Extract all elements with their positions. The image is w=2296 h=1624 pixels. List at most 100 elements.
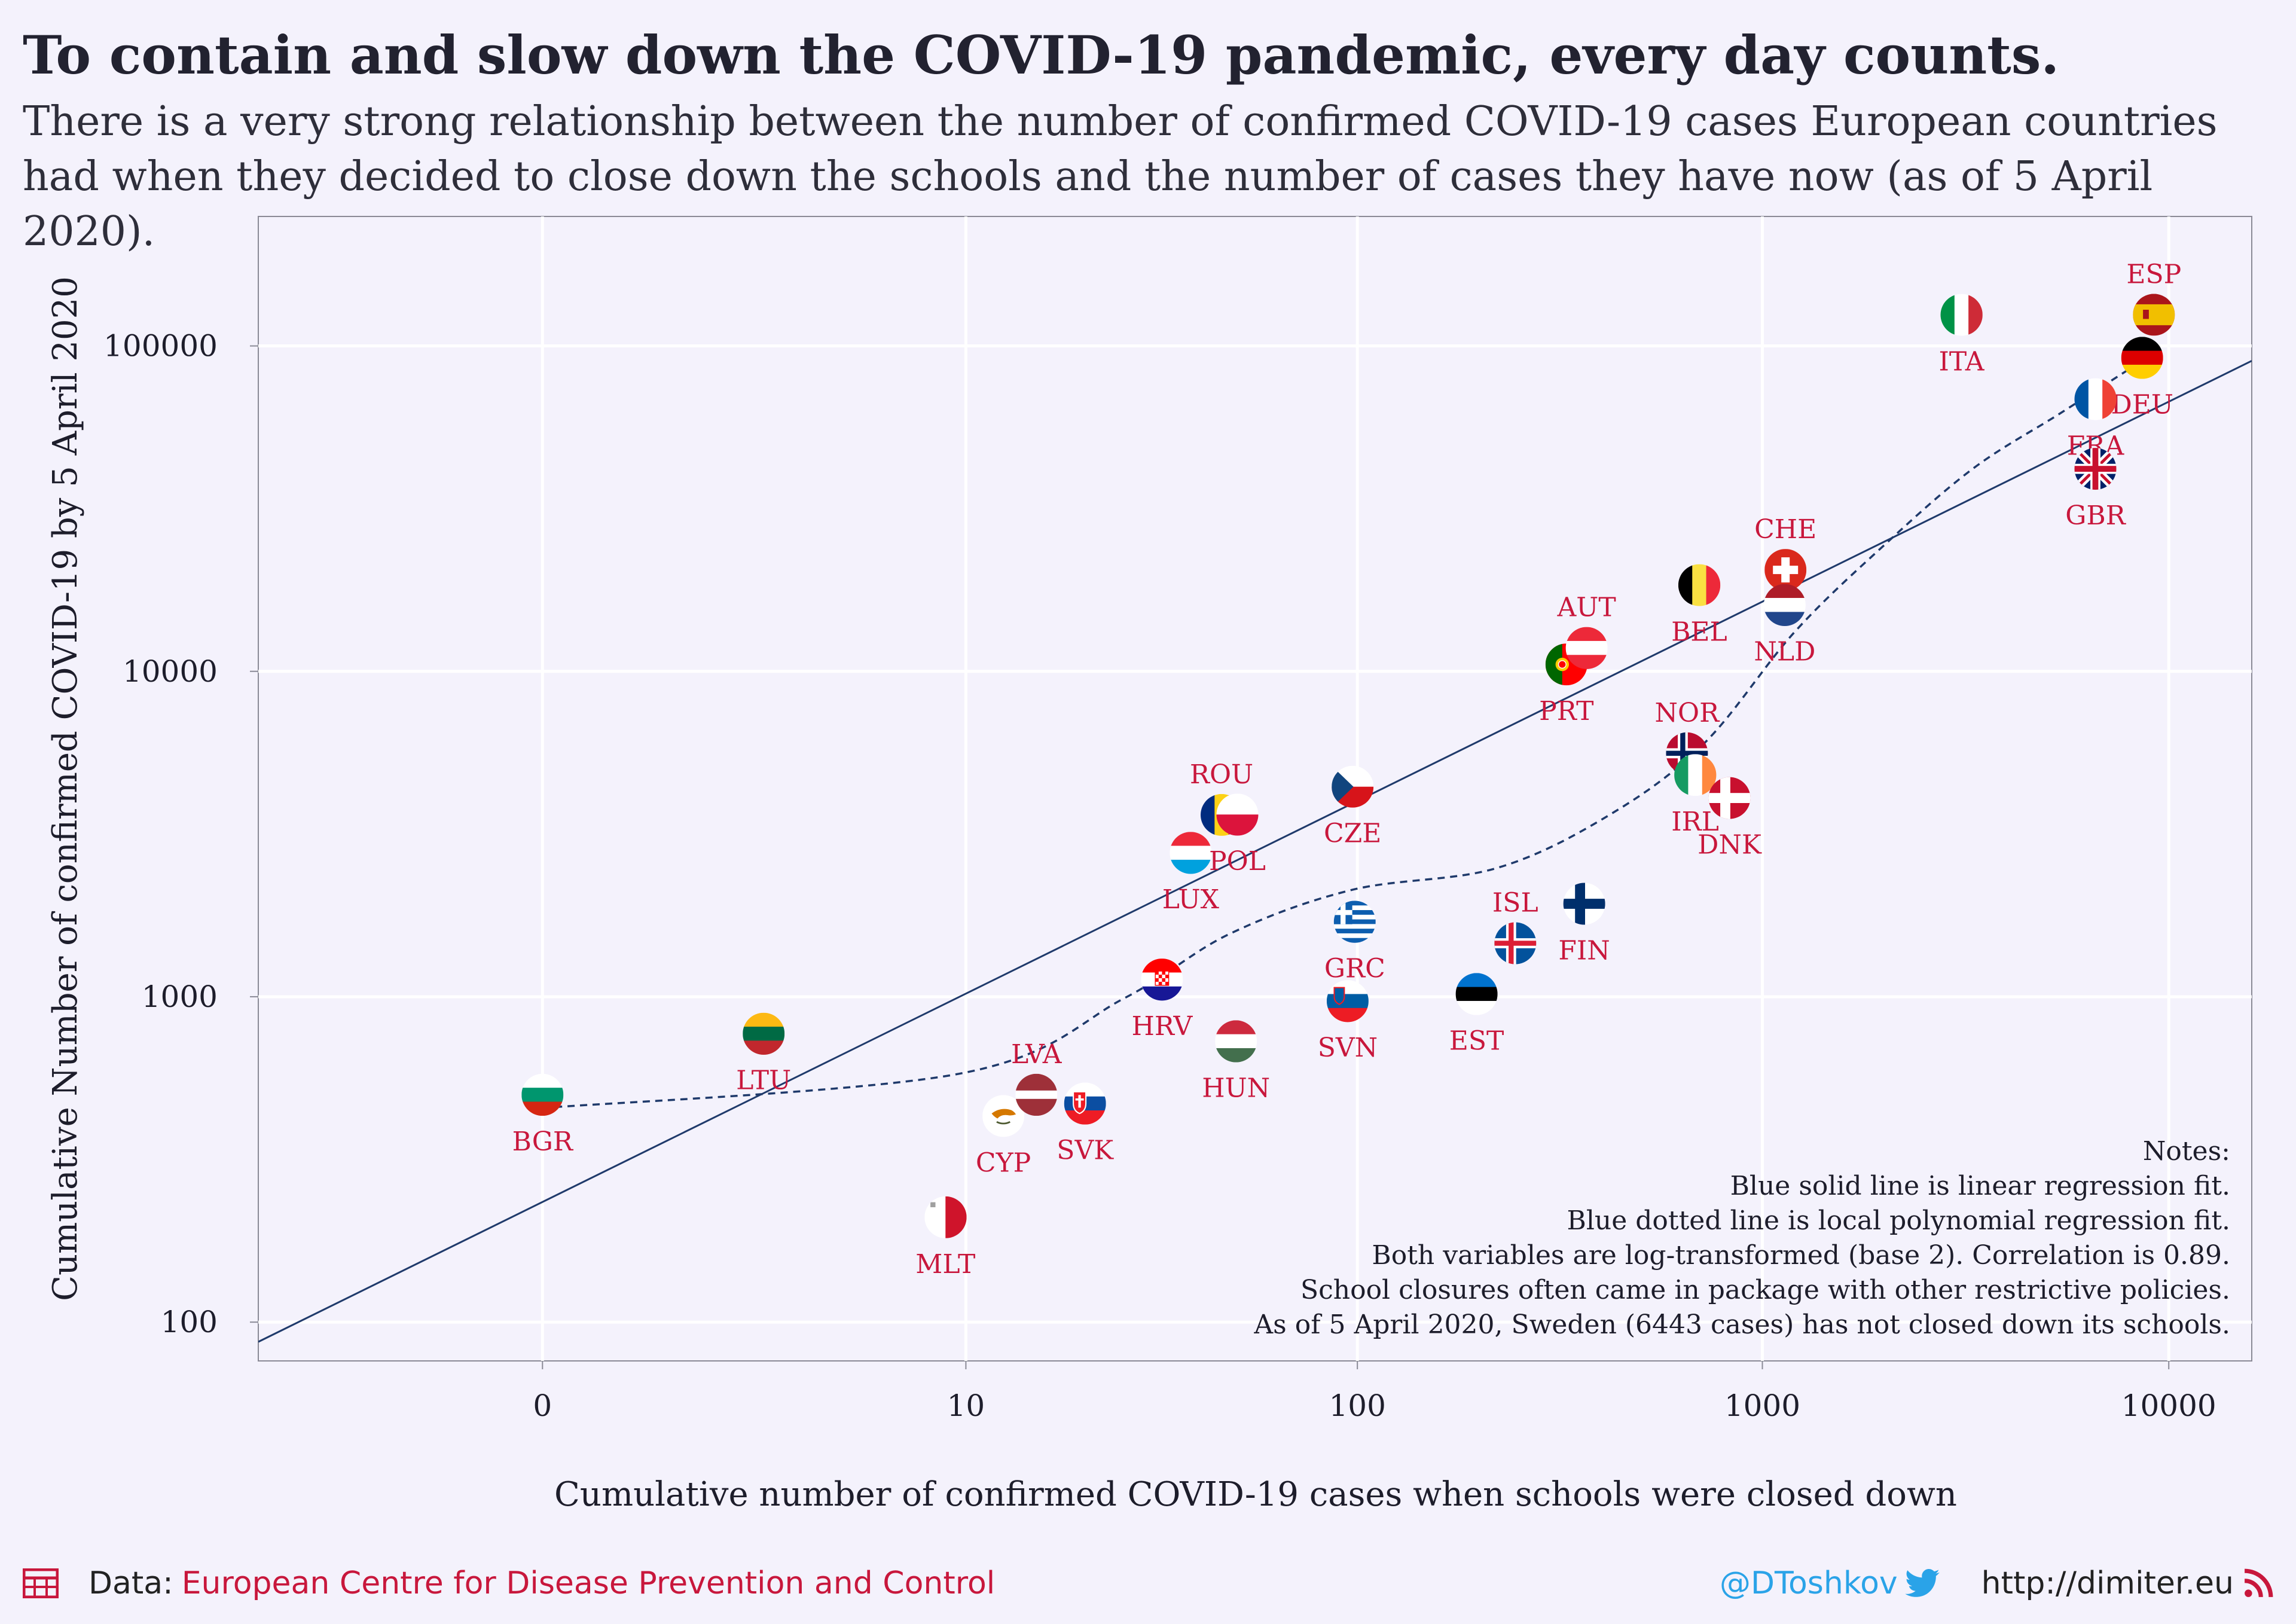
bgr-flag-icon [521, 1073, 564, 1116]
data-point-esp: ESP [2126, 259, 2181, 336]
table-icon [23, 1568, 59, 1598]
point-label: GRC [1324, 954, 1385, 984]
fit-lines [258, 360, 2252, 1343]
regression-fit-line [258, 360, 2252, 1343]
point-label: NOR [1655, 698, 1721, 728]
point-label: LVA [1011, 1039, 1062, 1070]
point-label: LUX [1162, 884, 1220, 915]
data-point-ltu: LTU [736, 1012, 791, 1096]
svk-flag-icon [1064, 1082, 1106, 1125]
ltu-flag-icon [743, 1012, 785, 1055]
point-label: DEU [2111, 389, 2173, 420]
point-label: CZE [1324, 819, 1381, 849]
data-point-gbr: GBR [2065, 448, 2127, 531]
point-label: SVK [1057, 1135, 1114, 1165]
data-point-fra: FRA [2067, 378, 2124, 462]
aut-flag-icon [1565, 627, 1608, 669]
data-point-aut: AUT [1556, 593, 1616, 669]
cze-flag-icon [1332, 765, 1374, 808]
note-line: Blue dotted line is local polynomial reg… [1567, 1205, 2231, 1236]
x-tick-label: 0 [533, 1388, 552, 1423]
twitter-bird-icon[interactable] [1904, 1569, 1940, 1598]
data-point-nld: NLD [1754, 584, 1815, 667]
data-point-isl: ISL [1492, 888, 1538, 964]
twitter-handle-link[interactable]: @DToshkov [1719, 1565, 1898, 1601]
loess-fit-line [542, 360, 2143, 1109]
point-label: CYP [976, 1147, 1031, 1178]
dnk-flag-icon [1708, 777, 1751, 819]
note-line: School closures often came in package wi… [1300, 1275, 2230, 1305]
note-line: As of 5 April 2020, Sweden (6443 cases) … [1253, 1309, 2230, 1340]
data-point-svn: SVN [1318, 980, 1378, 1063]
rss-feed-icon[interactable] [2243, 1568, 2273, 1598]
footer-credits: @DToshkov http://dimiter.eu [1720, 1565, 2273, 1601]
gbr-flag-icon [2074, 448, 2117, 490]
nld-flag-icon [1763, 584, 1806, 627]
data-point-bgr: BGR [512, 1073, 574, 1157]
lva-flag-icon [1015, 1073, 1058, 1116]
lux-flag-icon [1170, 832, 1212, 874]
point-label: HRV [1132, 1011, 1193, 1042]
data-point-ita: ITA [1938, 294, 1985, 377]
point-label: MLT [915, 1249, 975, 1280]
x-tick-label: 10 [947, 1388, 985, 1423]
data-point-lux: LUX [1162, 832, 1220, 915]
note-line: Blue solid line is linear regression fit… [1730, 1171, 2230, 1201]
data-point-fin: FIN [1558, 883, 1610, 966]
point-label: HUN [1202, 1073, 1270, 1103]
pol-flag-icon [1216, 793, 1259, 836]
y-gridlines [258, 344, 2252, 1324]
irl-flag-icon [1674, 754, 1717, 796]
data-point-rou: ROU [1190, 759, 1253, 836]
x-axis-ticks: 0 10 100 1000 10000 [533, 1361, 2216, 1423]
data-point-irl: IRL [1671, 754, 1719, 837]
point-label: FIN [1558, 936, 1610, 966]
data-point-est: EST [1449, 973, 1504, 1056]
hun-flag-icon [1215, 1020, 1257, 1063]
point-label: LTU [736, 1066, 791, 1096]
che-flag-icon [1764, 549, 1807, 591]
notes-heading: Notes: [2143, 1136, 2230, 1167]
website-link[interactable]: http://dimiter.eu [1981, 1565, 2234, 1601]
notes-block: Notes: Blue solid line is linear regressi… [1253, 1136, 2230, 1340]
data-point-hun: HUN [1202, 1020, 1270, 1103]
y-axis-ticks: 100 1000 10000 100000 [103, 329, 258, 1339]
ita-flag-icon [1940, 294, 1983, 336]
svn-flag-icon [1326, 980, 1369, 1022]
fin-flag-icon [1563, 883, 1605, 925]
x-tick-label: 100 [1329, 1388, 1385, 1423]
isl-flag-icon [1494, 922, 1537, 964]
deu-flag-icon [2121, 337, 2163, 379]
point-label: CHE [1754, 514, 1816, 545]
point-label: ESP [2126, 259, 2181, 289]
point-label: AUT [1556, 593, 1616, 623]
y-tick-label: 10000 [123, 654, 218, 689]
hrv-flag-icon [1141, 958, 1183, 1001]
esp-flag-icon [2133, 294, 2175, 336]
data-point-dnk: DNK [1697, 777, 1762, 860]
point-label: NLD [1754, 637, 1815, 667]
point-label: ISL [1492, 888, 1538, 918]
fra-flag-icon [2074, 378, 2117, 420]
point-label: PRT [1539, 696, 1593, 726]
point-label: ITA [1938, 347, 1984, 377]
data-point-cyp: CYP [976, 1095, 1031, 1178]
y-axis-label: Cumulative Number of confirmed COVID-19 … [46, 276, 85, 1301]
point-label: DNK [1697, 830, 1762, 860]
y-tick-label: 1000 [142, 979, 218, 1014]
data-label: Data: [88, 1565, 173, 1601]
scatter-chart: BGR LTU MLT CYP LVA SVK HRV HUN LUX ROU POL CZE GRC S… [46, 216, 2252, 1514]
point-label: BEL [1671, 617, 1727, 648]
data-source-link[interactable]: European Centre for Disease Prevention a… [181, 1565, 996, 1601]
point-label: GBR [2065, 500, 2126, 531]
grc-flag-icon [1333, 900, 1376, 943]
plot-panel [258, 216, 2252, 1362]
note-line: Both variables are log-transformed (base… [1372, 1240, 2230, 1271]
data-point-grc: GRC [1324, 900, 1385, 984]
point-label: ROU [1190, 759, 1253, 790]
bel-flag-icon [1678, 564, 1721, 606]
y-tick-label: 100 [161, 1305, 218, 1339]
chart-subtitle: There is a very strong relationship betw… [23, 98, 2218, 255]
footer-source: Data: European Centre for Disease Preven… [23, 1565, 995, 1601]
mlt-flag-icon [924, 1196, 967, 1238]
